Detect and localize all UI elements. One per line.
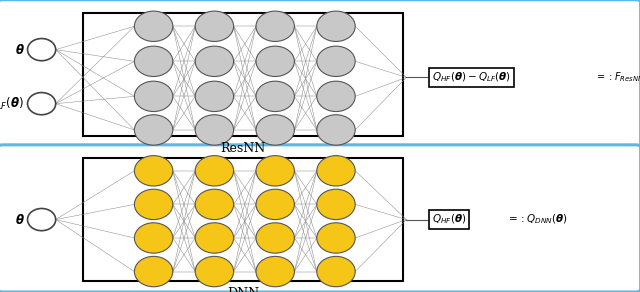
Ellipse shape [256, 81, 294, 112]
FancyBboxPatch shape [0, 145, 640, 292]
Ellipse shape [134, 46, 173, 77]
Ellipse shape [256, 156, 294, 186]
Ellipse shape [28, 93, 56, 115]
Text: $=: Q_{DNN}(\boldsymbol{\theta})$: $=: Q_{DNN}(\boldsymbol{\theta})$ [506, 213, 567, 226]
Ellipse shape [256, 46, 294, 77]
Ellipse shape [256, 115, 294, 145]
Text: $=: F_{ResNN}(\boldsymbol{\theta},Q_{LF}(\boldsymbol{\theta}))$: $=: F_{ResNN}(\boldsymbol{\theta},Q_{LF}… [595, 71, 640, 84]
Ellipse shape [256, 223, 294, 253]
Ellipse shape [195, 81, 234, 112]
Ellipse shape [134, 81, 173, 112]
Ellipse shape [317, 11, 355, 41]
Ellipse shape [317, 189, 355, 220]
Ellipse shape [195, 189, 234, 220]
Ellipse shape [256, 11, 294, 41]
Ellipse shape [28, 208, 56, 231]
Ellipse shape [134, 189, 173, 220]
Ellipse shape [317, 81, 355, 112]
FancyBboxPatch shape [0, 0, 640, 147]
Ellipse shape [195, 256, 234, 287]
Ellipse shape [195, 11, 234, 41]
Ellipse shape [317, 223, 355, 253]
Ellipse shape [317, 46, 355, 77]
Ellipse shape [134, 156, 173, 186]
Ellipse shape [317, 256, 355, 287]
Text: DNN: DNN [227, 287, 259, 292]
Text: $\boldsymbol{\theta}$: $\boldsymbol{\theta}$ [15, 43, 24, 57]
Ellipse shape [134, 115, 173, 145]
Ellipse shape [195, 223, 234, 253]
Ellipse shape [28, 39, 56, 61]
Ellipse shape [134, 256, 173, 287]
Ellipse shape [134, 223, 173, 253]
Ellipse shape [195, 156, 234, 186]
Text: $Q_{HF}(\boldsymbol{\theta}) - Q_{LF}(\boldsymbol{\theta})$: $Q_{HF}(\boldsymbol{\theta}) - Q_{LF}(\b… [432, 71, 511, 84]
Ellipse shape [134, 11, 173, 41]
Ellipse shape [256, 256, 294, 287]
Ellipse shape [256, 189, 294, 220]
Text: ResNN: ResNN [221, 142, 266, 155]
Bar [83, 158, 403, 281]
Ellipse shape [317, 156, 355, 186]
Ellipse shape [317, 115, 355, 145]
Bar [83, 13, 403, 136]
Text: $\boldsymbol{\theta}$: $\boldsymbol{\theta}$ [15, 213, 24, 227]
Ellipse shape [195, 46, 234, 77]
Text: $Q_{LF}(\boldsymbol{\theta})$: $Q_{LF}(\boldsymbol{\theta})$ [0, 95, 24, 112]
Ellipse shape [195, 115, 234, 145]
Text: $Q_{HF}(\boldsymbol{\theta})$: $Q_{HF}(\boldsymbol{\theta})$ [432, 213, 467, 226]
